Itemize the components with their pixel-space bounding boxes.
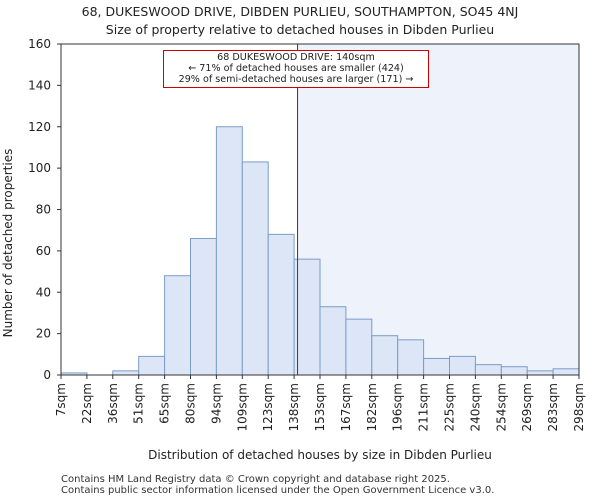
x-tick-label: 94sqm (209, 383, 223, 424)
y-tick-label: 60 (36, 244, 51, 258)
histogram-bar (138, 355, 166, 376)
x-tick-label: 167sqm (339, 383, 353, 431)
histogram-bar (500, 366, 528, 376)
histogram-bar (215, 126, 243, 376)
y-tick-label: 40 (36, 285, 51, 299)
histogram-bar (449, 355, 476, 376)
histogram-bar (397, 339, 425, 376)
y-tick-label: 100 (28, 161, 51, 175)
histogram-bar (474, 364, 502, 376)
histogram-bar (241, 161, 269, 376)
x-tick-label: 80sqm (184, 383, 198, 424)
histogram-bar (423, 357, 451, 376)
chart-subtitle: Size of property relative to detached ho… (105, 22, 495, 37)
x-tick-label: 65sqm (158, 383, 172, 424)
y-tick-label: 120 (28, 120, 51, 134)
x-tick-label: 225sqm (443, 383, 457, 431)
histogram-bar (552, 368, 580, 376)
x-tick-label: 240sqm (468, 383, 482, 431)
x-tick-label: 182sqm (365, 383, 379, 431)
x-tick-label: 123sqm (261, 383, 275, 431)
chart-title: 68, DUKESWOOD DRIVE, DIBDEN PURLIEU, SOU… (81, 4, 519, 19)
x-tick-label: 298sqm (572, 383, 586, 431)
x-tick-label: 254sqm (494, 383, 508, 431)
histogram-bar (267, 233, 295, 376)
histogram-bar (319, 306, 347, 376)
footer-licence: Contains public sector information licen… (61, 485, 495, 496)
x-tick-label: 7sqm (54, 383, 68, 416)
y-tick-label: 0 (43, 368, 51, 382)
x-tick-label: 211sqm (417, 383, 431, 431)
x-tick-label: 36sqm (106, 383, 120, 424)
x-tick-label: 22sqm (80, 383, 94, 424)
property-annotation-box: 68 DUKESWOOD DRIVE: 140sqm ← 71% of deta… (163, 50, 429, 88)
x-axis-label: Distribution of detached houses by size … (148, 448, 492, 462)
x-tick-label: 51sqm (132, 383, 146, 424)
histogram-bar (112, 370, 140, 376)
y-tick-label: 160 (28, 37, 51, 51)
y-tick-label: 20 (36, 327, 51, 341)
histogram-bar (345, 318, 373, 376)
x-tick-label: 138sqm (287, 383, 301, 431)
x-tick-label: 153sqm (313, 383, 327, 431)
y-axis-label: Number of detached properties (1, 149, 15, 338)
annotation-line-property: 68 DUKESWOOD DRIVE: 140sqm (217, 52, 375, 63)
x-tick-label: 283sqm (546, 383, 560, 431)
histogram-bar (371, 335, 399, 376)
histogram-bar (164, 275, 192, 376)
histogram-bar (190, 237, 217, 376)
y-tick-label: 80 (36, 203, 51, 217)
x-tick-label: 269sqm (520, 383, 534, 431)
x-tick-label: 109sqm (235, 383, 249, 431)
annotation-line-smaller: ← 71% of detached houses are smaller (42… (188, 63, 404, 75)
footer-copyright: Contains HM Land Registry data © Crown c… (61, 474, 450, 485)
x-tick-label: 196sqm (391, 383, 405, 431)
y-tick-label: 140 (28, 78, 51, 92)
histogram-bar (526, 370, 554, 376)
annotation-line-larger: 29% of semi-detached houses are larger (… (178, 74, 414, 86)
